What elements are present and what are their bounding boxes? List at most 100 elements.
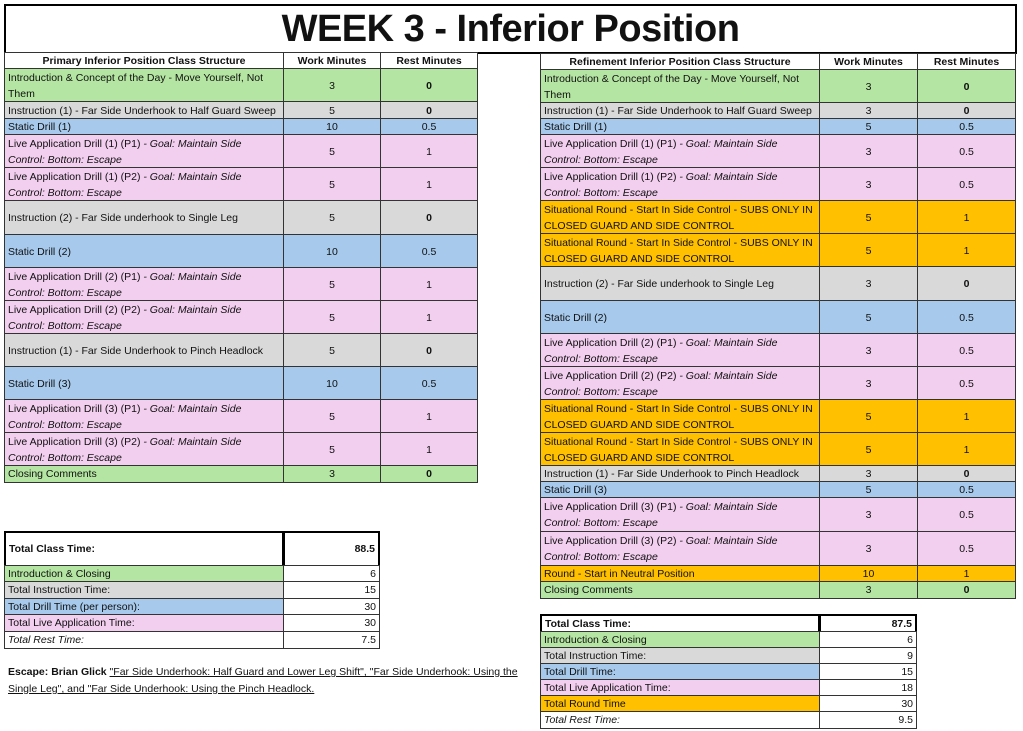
activity-cell: Closing Comments	[4, 465, 284, 483]
work-minutes-cell: 3	[283, 68, 381, 103]
activity-label: Closing Comments	[8, 468, 97, 480]
refinement-table-row: Static Drill (2) 5 0.5	[540, 300, 1016, 335]
activity-label: Static Drill (1)	[544, 121, 608, 133]
refinement-table-row: Situational Round - Start In Side Contro…	[540, 399, 1016, 434]
work-minutes-cell: 3	[819, 266, 918, 302]
activity-cell: Live Application Drill (1) (P1) - Goal: …	[4, 134, 284, 169]
primary-table-row: Live Application Drill (3) (P2) - Goal: …	[4, 432, 478, 467]
activity-label: Live Application Drill (2) (P1)	[544, 336, 680, 349]
rest-minutes-cell: 0	[380, 200, 478, 236]
refinement-table-row: Live Application Drill (3) (P2) - Goal: …	[540, 531, 1016, 567]
activity-label: Live Application Drill (3) (P2)	[8, 435, 144, 448]
rest-minutes-cell: 1	[917, 200, 1016, 235]
activity-label: Instruction (2) - Far Side underhook to …	[8, 212, 238, 224]
primary-table-row: Live Application Drill (2) (P1) - Goal: …	[4, 267, 478, 302]
column-header: Work Minutes	[819, 53, 918, 71]
summary-value: 9.5	[819, 711, 917, 729]
activity-cell: Live Application Drill (2) (P1) - Goal: …	[540, 333, 820, 368]
activity-cell: Situational Round - Start In Side Contro…	[540, 399, 820, 434]
activity-goal: - Goal: Maintain Side Control: Bottom: E…	[8, 170, 242, 199]
work-minutes-cell: 3	[819, 167, 918, 202]
summary-value: 15	[283, 581, 380, 599]
summary-label: Total Rest Time:	[4, 631, 284, 649]
activity-cell: Situational Round - Start In Side Contro…	[540, 200, 820, 235]
activity-label: Live Application Drill (2) (P2)	[544, 369, 680, 382]
work-minutes-cell: 5	[819, 233, 918, 268]
refinement-table-row: Instruction (1) - Far Side Underhook to …	[540, 102, 1016, 120]
work-minutes-cell: 10	[283, 366, 381, 401]
activity-cell: Live Application Drill (2) (P1) - Goal: …	[4, 267, 284, 302]
rest-minutes-cell: 1	[380, 432, 478, 467]
rest-minutes-cell: 1	[917, 432, 1016, 467]
rest-minutes-cell: 0.5	[917, 300, 1016, 335]
activity-label: Static Drill (2)	[8, 245, 72, 258]
work-minutes-cell: 3	[819, 134, 918, 169]
activity-goal: - Goal: Maintain Side Control: Bottom: E…	[8, 137, 242, 166]
activity-label: Live Application Drill (1) (P1)	[544, 137, 680, 150]
activity-cell: Situational Round - Start In Side Contro…	[540, 233, 820, 268]
activity-cell: Live Application Drill (1) (P1) - Goal: …	[540, 134, 820, 169]
refinement-table-row: Static Drill (3) 5 0.5	[540, 481, 1016, 499]
work-minutes-cell: 3	[819, 69, 918, 104]
rest-minutes-cell: 0	[380, 465, 478, 483]
work-minutes-cell: 3	[819, 531, 918, 567]
work-minutes-cell: 5	[283, 333, 381, 368]
activity-cell: Live Application Drill (3) (P1) - Goal: …	[4, 399, 284, 434]
refinement-table-row: Round - Start in Neutral Position 10 1	[540, 565, 1016, 583]
rest-minutes-cell: 0	[917, 581, 1016, 599]
activity-goal: - Goal: Maintain Side Control: Bottom: E…	[8, 402, 242, 431]
primary-table-header: Primary Inferior Position Class Structur…	[4, 52, 478, 70]
refinement-table-row: Live Application Drill (1) (P1) - Goal: …	[540, 134, 1016, 169]
activity-label: Instruction (1) - Far Side Underhook to …	[8, 104, 276, 117]
rest-minutes-cell: 1	[917, 399, 1016, 434]
primary-table-row: Introduction & Concept of the Day - Move…	[4, 68, 478, 103]
activity-cell: Static Drill (2)	[540, 300, 820, 335]
refinement-table-row: Introduction & Concept of the Day - Move…	[540, 69, 1016, 104]
page-title: WEEK 3 - Inferior Position	[4, 4, 1017, 54]
activity-label: Live Application Drill (3) (P1)	[544, 501, 680, 513]
refinement-table-row: Situational Round - Start In Side Contro…	[540, 233, 1016, 268]
work-minutes-cell: 5	[283, 399, 381, 434]
activity-label: Situational Round - Start In Side Contro…	[544, 402, 813, 431]
primary-table-row: Closing Comments 3 0	[4, 465, 478, 483]
activity-label: Live Application Drill (3) (P1)	[8, 402, 144, 415]
column-header: Refinement Inferior Position Class Struc…	[540, 53, 820, 71]
summary-label: Total Live Application Time:	[540, 679, 820, 697]
primary-table-row: Instruction (1) - Far Side Underhook to …	[4, 101, 478, 120]
activity-cell: Live Application Drill (2) (P2) - Goal: …	[4, 300, 284, 335]
activity-label: Situational Round - Start In Side Contro…	[544, 236, 813, 265]
work-minutes-cell: 5	[283, 134, 381, 169]
activity-cell: Live Application Drill (2) (P2) - Goal: …	[540, 366, 820, 401]
refinement-table-row: Instruction (1) - Far Side Underhook to …	[540, 465, 1016, 483]
video-references-link[interactable]: "Far Side Underhook: Half Guard and Lowe…	[8, 666, 518, 695]
refinement-table-header: Refinement Inferior Position Class Struc…	[540, 53, 1016, 71]
rest-minutes-cell: 0.5	[380, 234, 478, 269]
refinement-table-row: Live Application Drill (1) (P2) - Goal: …	[540, 167, 1016, 202]
rest-minutes-cell: 0.5	[917, 167, 1016, 202]
rest-minutes-cell: 0	[380, 68, 478, 103]
primary-summary-row: Total Drill Time (per person): 30	[4, 598, 380, 616]
refinement-total-class-time-row: Total Class Time: 87.5	[540, 614, 917, 633]
total-value: 88.5	[283, 531, 380, 567]
primary-summary-row: Introduction & Closing 6	[4, 565, 380, 583]
rest-minutes-cell: 0	[917, 266, 1016, 302]
refinement-table-row: Live Application Drill (2) (P1) - Goal: …	[540, 333, 1016, 368]
work-minutes-cell: 5	[819, 432, 918, 467]
refinement-summary-row: Total Instruction Time: 9	[540, 647, 917, 665]
activity-label: Instruction (1) - Far Side Underhook to …	[544, 105, 812, 117]
refinement-summary-row: Total Round Time 30	[540, 695, 917, 713]
rest-minutes-cell: 1	[917, 233, 1016, 268]
activity-cell: Live Application Drill (3) (P2) - Goal: …	[4, 432, 284, 467]
refinement-summary-row: Total Drill Time: 15	[540, 663, 917, 681]
work-minutes-cell: 5	[283, 300, 381, 335]
activity-label: Situational Round - Start In Side Contro…	[544, 435, 813, 464]
refinement-table-row: Live Application Drill (2) (P2) - Goal: …	[540, 366, 1016, 401]
rest-minutes-cell: 0	[917, 69, 1016, 104]
activity-cell: Live Application Drill (1) (P2) - Goal: …	[540, 167, 820, 202]
activity-goal: - Goal: Maintain Side Control: Bottom: E…	[8, 435, 242, 464]
summary-label: Total Round Time	[540, 695, 820, 713]
column-header: Work Minutes	[283, 52, 381, 70]
rest-minutes-cell: 0	[380, 333, 478, 368]
activity-label: Live Application Drill (1) (P1)	[8, 137, 144, 150]
work-minutes-cell: 5	[283, 267, 381, 302]
